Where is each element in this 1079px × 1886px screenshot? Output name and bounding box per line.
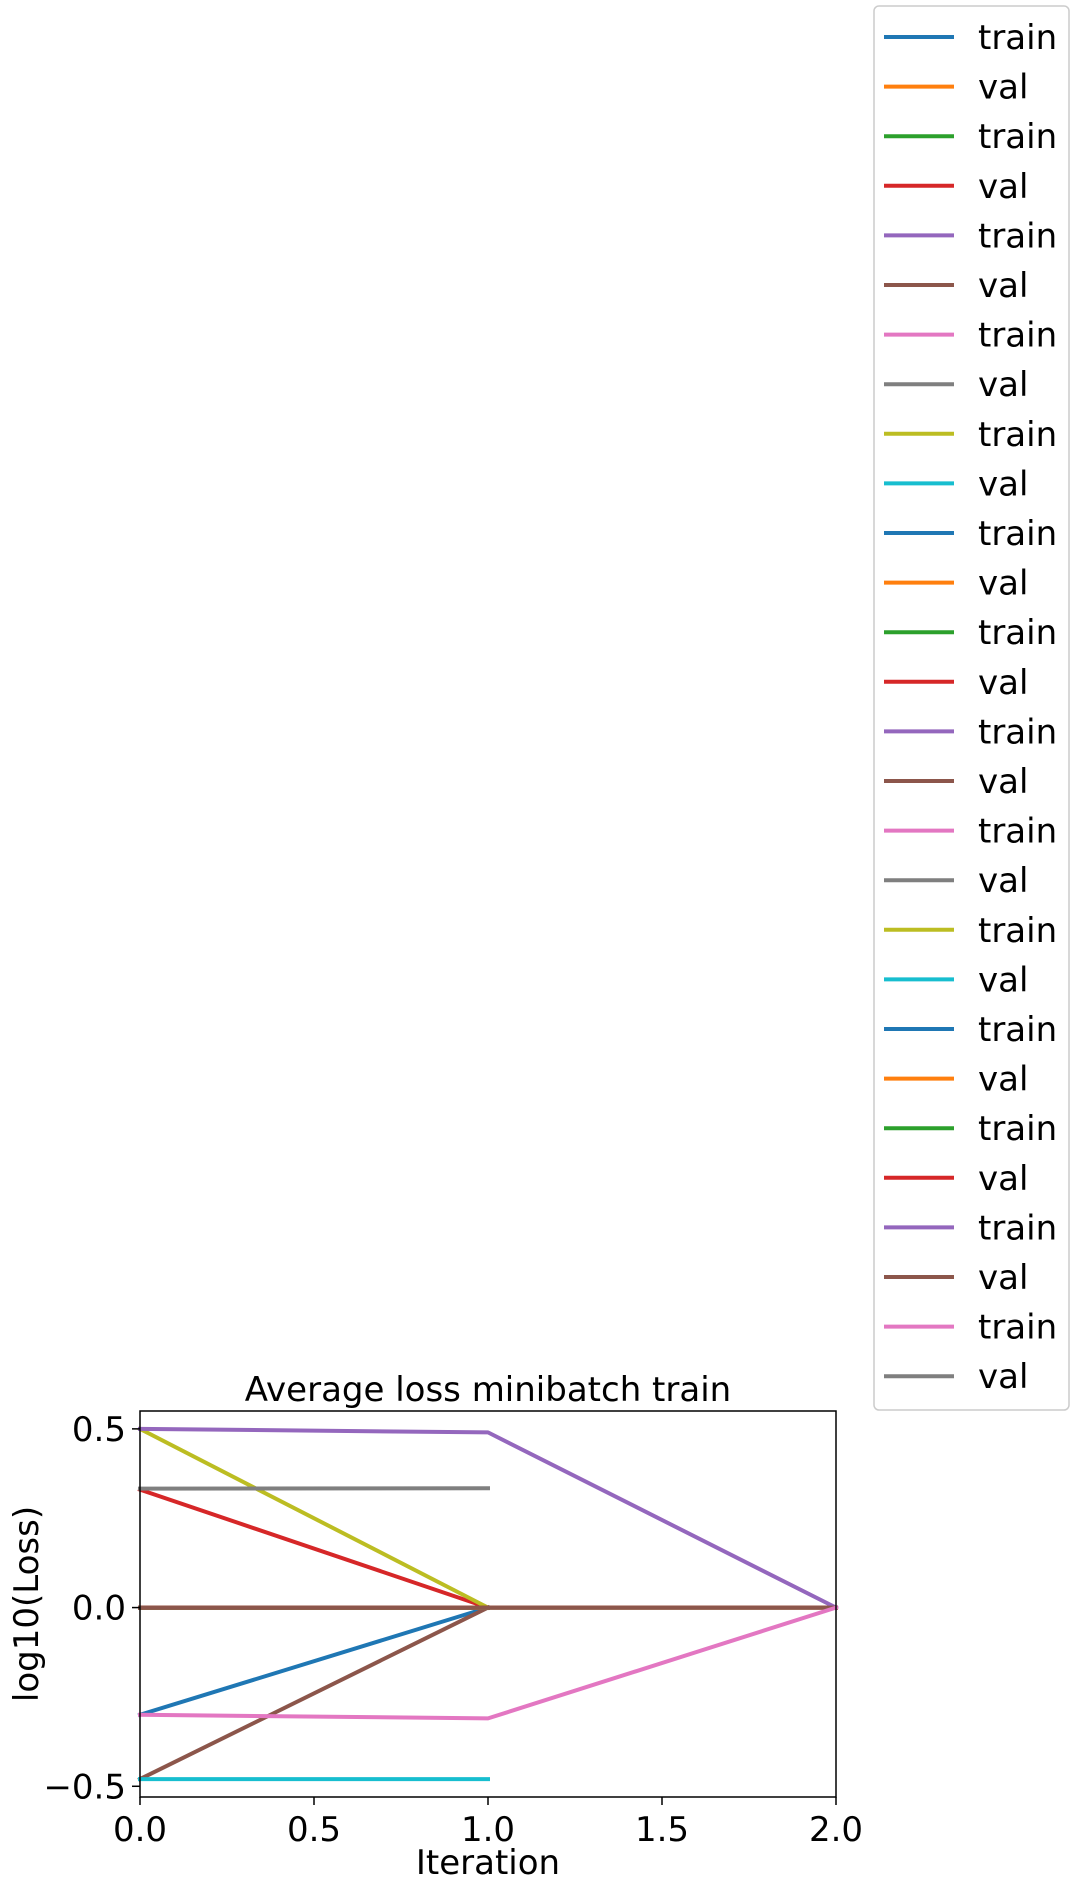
legend-label: train: [978, 812, 1057, 852]
y-tick-label: 0.0: [72, 1589, 126, 1629]
y-tick-label: 0.5: [72, 1410, 126, 1450]
legend-label: val: [978, 1357, 1028, 1397]
legend-label: val: [978, 1060, 1028, 1100]
chart-title: Average loss minibatch train: [245, 1370, 731, 1410]
legend-label: val: [978, 365, 1028, 405]
series-line-25: [137, 1426, 839, 1611]
y-tick-label: −0.5: [43, 1767, 126, 1807]
series-line-9: [137, 1426, 491, 1611]
series-line-27: [137, 1605, 839, 1721]
x-tick-label: 0.5: [287, 1810, 341, 1850]
legend-label: val: [978, 1159, 1028, 1199]
legend-label: train: [978, 1208, 1057, 1248]
x-axis-label: Iteration: [416, 1843, 560, 1883]
legend-label: val: [978, 960, 1028, 1000]
legend-label: val: [978, 663, 1028, 703]
legend-label: train: [978, 18, 1057, 58]
x-tick-label: 0.0: [113, 1810, 167, 1850]
legend-label: train: [978, 514, 1057, 554]
legend-entries: train val train val train val train val train val…: [884, 18, 1057, 1397]
legend-label: val: [978, 564, 1028, 604]
y-axis-label: log10(Loss): [7, 1506, 47, 1702]
legend-label: val: [978, 266, 1028, 306]
legend-label: train: [978, 1010, 1057, 1050]
x-tick-label: 2.0: [809, 1810, 863, 1850]
legend-label: val: [978, 762, 1028, 802]
legend-label: val: [978, 1258, 1028, 1298]
legend-label: train: [978, 712, 1057, 752]
legend-label: val: [978, 167, 1028, 207]
legend-label: train: [978, 1308, 1057, 1348]
x-axis: 0.0 0.5 1.0 1.5 2.0: [113, 1797, 863, 1850]
legend-label: train: [978, 911, 1057, 951]
legend-label: train: [978, 613, 1057, 653]
legend-label: val: [978, 68, 1028, 108]
series-line-6: [137, 1604, 491, 1782]
series-line-4: [137, 1487, 491, 1611]
legend-label: train: [978, 1109, 1057, 1149]
legend-frame: [873, 5, 1070, 1411]
x-tick-label: 1.5: [635, 1810, 689, 1850]
legend-label: train: [978, 316, 1057, 356]
y-axis: −0.5 0.0 0.5: [43, 1410, 140, 1807]
legend-label: train: [978, 117, 1057, 157]
legend-label: val: [978, 464, 1028, 504]
legend-label: train: [978, 216, 1057, 256]
plot-lines: [137, 1426, 839, 1782]
legend: train val train val train val train val train val…: [873, 5, 1070, 1411]
legend-label: train: [978, 415, 1057, 455]
legend-label: val: [978, 861, 1028, 901]
series-line-1: [137, 1605, 491, 1718]
x-tick-label: 1.0: [461, 1810, 515, 1850]
